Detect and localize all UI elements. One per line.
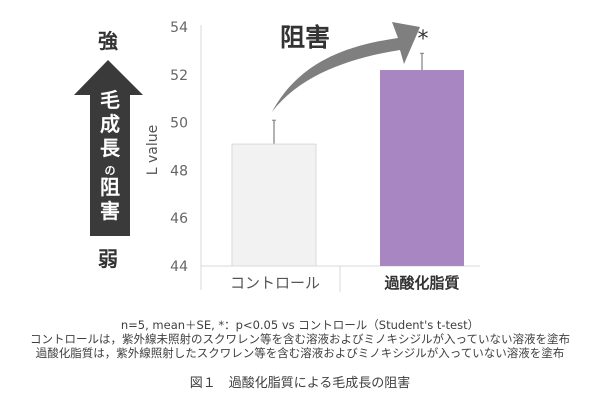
arrow-text-char: 阻	[100, 175, 120, 199]
arrow-text-char: 成	[100, 112, 120, 136]
scale-top-label: 強	[98, 29, 118, 53]
note-treatment: 過酸化脂質は，紫外線照射したスクワレン等を含む溶液およびミノキシジルが入っていな…	[35, 346, 565, 360]
scale-bottom-label: 弱	[98, 247, 118, 271]
x-tick-label: コントロール	[230, 274, 320, 292]
arrow-text-char: 害	[100, 199, 120, 223]
y-tick-label: 46	[170, 211, 188, 227]
note-stats: n=5, mean＋SE, *：p<0.05 vs コントロール（Student…	[120, 318, 480, 332]
arrow-text-char: の	[105, 164, 116, 177]
significance-mark: *	[418, 27, 429, 52]
x-tick-label: 過酸化脂質	[383, 274, 459, 292]
note-control: コントロールは，紫外線未照射のスクワレン等を含む溶液およびミノキシジルが入ってい…	[30, 332, 570, 346]
arrow-text-char: 毛	[100, 88, 120, 112]
y-axis-label: L value	[145, 125, 161, 176]
y-tick-label: 52	[170, 68, 188, 84]
up-arrow-icon	[74, 60, 143, 236]
y-tick-label: 54	[170, 20, 188, 36]
y-tick-label: 48	[170, 163, 188, 179]
y-tick-label: 44	[170, 259, 188, 275]
y-tick-label: 50	[170, 116, 188, 132]
bar	[380, 70, 464, 267]
arrow-label: 阻害	[280, 23, 330, 52]
side-scale: 強 毛成長の阻害 弱	[74, 29, 143, 271]
figure-title: 図１ 過酸化脂質による毛成長の阻害	[189, 376, 411, 391]
arrow-text-char: 長	[100, 136, 121, 160]
curved-arrow-icon	[272, 22, 420, 112]
bar	[231, 143, 317, 267]
